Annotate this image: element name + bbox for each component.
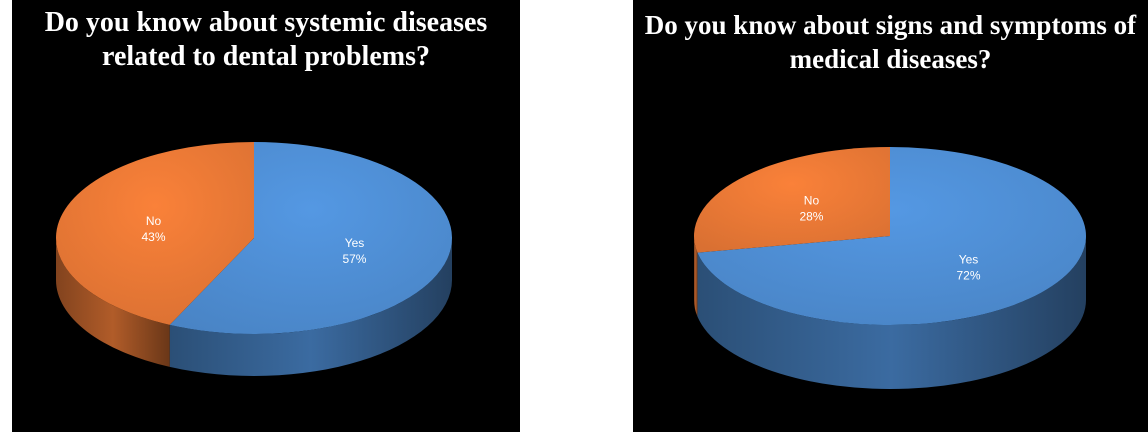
slice-category-label: Yes xyxy=(959,252,979,266)
pie-slice-no xyxy=(694,147,890,253)
chart-title: Do you know about signs and symptoms of … xyxy=(633,8,1148,76)
slice-category-label: Yes xyxy=(345,236,365,250)
chart-title-line-1: Do you know about systemic diseases xyxy=(44,7,488,38)
pie-chart: Yes 72% No 28% xyxy=(694,147,1086,389)
slice-category-label: No xyxy=(146,214,162,228)
chart-title-line-1: Do you know about signs and symptoms of xyxy=(644,10,1137,40)
chart-panel-systemic: Do you know about systemic diseases rela… xyxy=(12,0,520,432)
pie-slice-yes xyxy=(697,147,1086,325)
chart-title: Do you know about systemic diseases rela… xyxy=(12,6,520,74)
slice-category-label: No xyxy=(804,194,820,208)
pie-side-no xyxy=(56,238,170,367)
pie-slice-no xyxy=(55,142,255,325)
pie-slice-yes xyxy=(169,142,453,334)
pie-side-no xyxy=(694,236,698,317)
chart-title-line-2: medical diseases? xyxy=(789,44,992,74)
slice-value-label: 57% xyxy=(342,252,366,266)
pie-side-yes xyxy=(169,238,453,376)
pie-chart: Yes 57% No 43% xyxy=(55,142,453,376)
slice-value-label: 43% xyxy=(142,230,166,244)
slice-value-label: 72% xyxy=(957,268,981,282)
slice-value-label: 28% xyxy=(799,210,823,224)
chart-panel-signs-symptoms: Do you know about signs and symptoms of … xyxy=(633,0,1148,432)
pie-side-yes xyxy=(697,236,1086,389)
chart-title-line-2: related to dental problems? xyxy=(102,41,430,72)
